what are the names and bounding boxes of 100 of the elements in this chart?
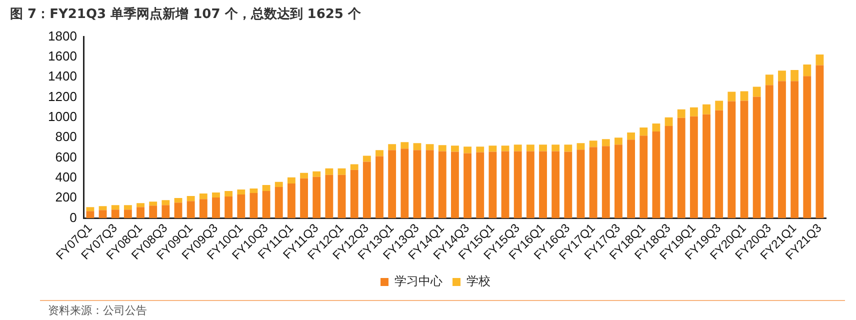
bar — [312, 176, 321, 218]
bar — [86, 207, 94, 212]
bar — [312, 171, 321, 177]
bar — [740, 91, 748, 101]
bar — [388, 144, 396, 150]
bar — [702, 104, 710, 114]
bar — [149, 202, 158, 206]
bar — [664, 126, 673, 218]
bar — [186, 196, 195, 202]
bar — [778, 81, 786, 218]
bar — [274, 182, 283, 187]
bar — [451, 146, 459, 152]
bar — [715, 100, 724, 110]
y-tick-label: 200 — [55, 190, 77, 205]
bar — [338, 168, 346, 175]
y-tick-label: 1400 — [48, 68, 77, 84]
bar — [426, 144, 434, 150]
bar — [702, 114, 710, 218]
bar — [237, 194, 246, 218]
bar — [136, 203, 144, 208]
bar — [212, 198, 220, 218]
bar — [476, 146, 484, 152]
bar — [677, 118, 686, 218]
bar — [602, 139, 610, 146]
bar — [803, 64, 812, 76]
bar — [162, 200, 170, 206]
bar — [715, 110, 724, 218]
bar — [765, 85, 774, 218]
bar — [274, 186, 283, 218]
bar — [186, 201, 195, 218]
y-tick-label: 1200 — [48, 88, 77, 104]
bar — [728, 92, 736, 102]
y-tick-label: 1600 — [48, 48, 77, 64]
bar — [627, 132, 636, 140]
bar — [388, 150, 396, 218]
y-tick-label: 400 — [55, 169, 77, 184]
bar — [325, 168, 334, 175]
bar — [464, 153, 472, 218]
chart-title: 图 7：FY21Q3 单季网点新增 107 个，总数达到 1625 个 — [10, 6, 361, 23]
bar — [589, 140, 598, 148]
bar — [803, 76, 812, 218]
bar — [124, 210, 132, 218]
bar — [237, 189, 246, 195]
bar — [690, 116, 698, 218]
bar — [413, 150, 422, 218]
legend-label: 学习中心 — [394, 274, 442, 288]
bar — [174, 202, 182, 218]
bar — [664, 117, 673, 126]
bar — [816, 54, 824, 66]
bar — [400, 142, 409, 149]
bar — [426, 150, 434, 218]
bar — [98, 210, 107, 218]
bar — [752, 86, 761, 97]
bar — [86, 211, 94, 218]
bar — [162, 205, 170, 218]
bar — [564, 144, 572, 152]
bar — [199, 194, 208, 200]
bar — [728, 101, 736, 218]
bar — [501, 146, 510, 152]
bar — [350, 170, 358, 218]
y-tick-label: 1800 — [48, 28, 77, 44]
bar — [526, 144, 534, 152]
bar — [627, 140, 636, 218]
bar — [400, 148, 409, 218]
bar — [816, 65, 824, 218]
bar — [438, 145, 446, 152]
bar — [287, 177, 296, 184]
bar — [149, 206, 158, 218]
bar — [350, 164, 358, 170]
bar — [640, 128, 648, 136]
bar — [652, 132, 660, 218]
bar — [488, 152, 497, 218]
bar — [250, 193, 258, 218]
bar — [262, 184, 270, 192]
bar — [325, 174, 334, 218]
bar — [752, 96, 761, 218]
bar — [501, 151, 510, 218]
bar — [136, 207, 144, 218]
bar — [174, 198, 182, 203]
bar — [362, 156, 371, 162]
bar — [287, 183, 296, 218]
legend-label: 学校 — [466, 274, 490, 288]
bar — [765, 74, 774, 86]
bar — [362, 162, 371, 218]
bar — [552, 151, 560, 218]
bar — [602, 146, 610, 218]
bar — [376, 156, 384, 218]
bar — [576, 143, 585, 150]
bar — [514, 151, 522, 218]
bar — [539, 144, 547, 152]
bar — [124, 205, 132, 210]
y-tick-label: 0 — [70, 210, 77, 225]
bar — [576, 150, 585, 218]
bar — [488, 146, 497, 152]
bar — [300, 172, 308, 178]
bar — [526, 151, 534, 218]
bar — [476, 152, 484, 218]
y-tick-label: 600 — [55, 149, 77, 164]
bar — [790, 81, 799, 218]
bar — [564, 152, 572, 218]
